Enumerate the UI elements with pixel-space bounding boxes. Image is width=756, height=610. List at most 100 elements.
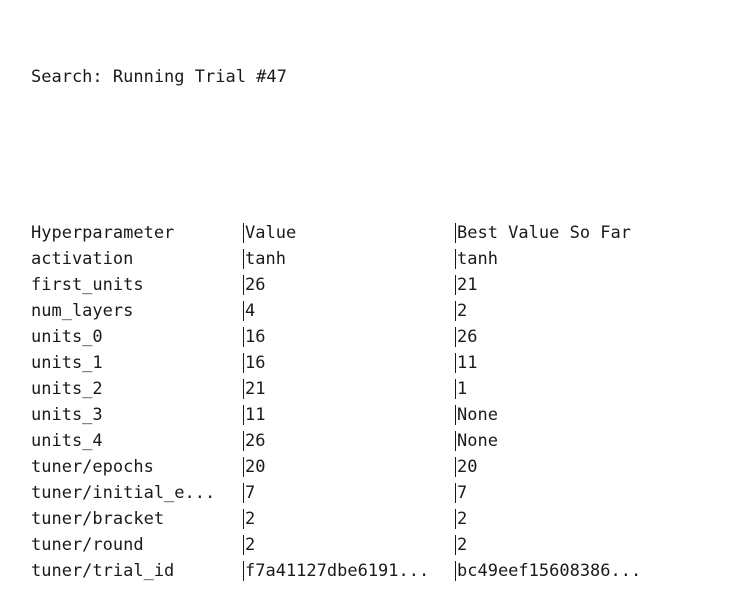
column-separator (243, 457, 244, 477)
column-separator (455, 535, 456, 555)
table-row: tuner/trial_id f7a41127dbe6191... bc49eef1… (31, 558, 695, 584)
search-status-text: Search: Running Trial #47 (31, 67, 287, 87)
best-value-cell: 11 (457, 353, 478, 373)
hyperparameter-cell: tuner/round (31, 535, 144, 555)
hyperparameter-cell-wrapper: tuner/round (31, 532, 243, 558)
column-separator (455, 457, 456, 477)
value-cell-wrapper: 16 (243, 350, 455, 376)
value-cell-wrapper: f7a41127dbe6191... (243, 558, 455, 584)
column-separator (243, 405, 244, 425)
best-value-cell-wrapper: bc49eef15608386... (455, 558, 695, 584)
hyperparameter-cell-wrapper: first_units (31, 272, 243, 298)
hyperparameter-cell-wrapper: activation (31, 246, 243, 272)
best-value-cell-wrapper: tanh (455, 246, 695, 272)
best-value-cell-wrapper: None (455, 428, 695, 454)
value-cell-wrapper: 20 (243, 454, 455, 480)
hyperparameter-cell: tuner/bracket (31, 509, 165, 529)
best-value-cell-wrapper: None (455, 402, 695, 428)
value-cell: 26 (245, 275, 266, 295)
table-row: tuner/epochs 20 20 (31, 454, 695, 480)
hyperparameter-cell: Hyperparameter (31, 223, 175, 243)
column-separator (455, 561, 456, 581)
column-separator (243, 275, 244, 295)
best-value-cell: Best Value So Far (457, 223, 631, 243)
value-cell-wrapper: 21 (243, 376, 455, 402)
table-row: units_1 16 11 (31, 350, 695, 376)
column-separator (455, 405, 456, 425)
best-value-cell: None (457, 405, 498, 425)
search-status-line: Search: Running Trial #47 (31, 64, 695, 90)
hyperparameter-cell: units_2 (31, 379, 103, 399)
best-value-cell: 2 (457, 509, 468, 529)
column-separator (243, 379, 244, 399)
value-cell: 2 (245, 509, 256, 529)
blank-line (31, 142, 695, 168)
value-cell: 20 (245, 457, 266, 477)
best-value-cell: 2 (457, 301, 468, 321)
best-value-cell: bc49eef15608386... (457, 561, 642, 581)
hyperparameter-cell: units_0 (31, 327, 103, 347)
table-row: tuner/round 2 2 (31, 532, 695, 558)
hyperparameter-cell-wrapper: tuner/epochs (31, 454, 243, 480)
column-separator (243, 327, 244, 347)
hyperparameter-cell: tuner/trial_id (31, 561, 175, 581)
column-separator (455, 353, 456, 373)
value-cell-wrapper: Value (243, 220, 455, 246)
column-separator (455, 275, 456, 295)
column-separator (243, 561, 244, 581)
hyperparameter-cell-wrapper: units_0 (31, 324, 243, 350)
table-row: units_3 11 None (31, 402, 695, 428)
value-cell-wrapper: 11 (243, 402, 455, 428)
best-value-cell-wrapper: 21 (455, 272, 695, 298)
best-value-cell-wrapper: 11 (455, 350, 695, 376)
best-value-cell-wrapper: 20 (455, 454, 695, 480)
hyperparameter-cell: units_4 (31, 431, 103, 451)
value-cell: tanh (245, 249, 286, 269)
value-cell: Value (245, 223, 297, 243)
value-cell-wrapper: tanh (243, 246, 455, 272)
hyperparameter-cell: tuner/epochs (31, 457, 154, 477)
best-value-cell-wrapper: 2 (455, 298, 695, 324)
table-row: units_4 26 None (31, 428, 695, 454)
column-separator (455, 327, 456, 347)
best-value-cell: 26 (457, 327, 478, 347)
best-value-cell: 21 (457, 275, 478, 295)
value-cell-wrapper: 7 (243, 480, 455, 506)
column-separator (455, 223, 456, 243)
hyperparameter-cell: num_layers (31, 301, 134, 321)
table-row: num_layers 4 2 (31, 298, 695, 324)
table-row: tuner/initial_e... 7 7 (31, 480, 695, 506)
column-separator (243, 223, 244, 243)
hyperparameter-cell-wrapper: units_3 (31, 402, 243, 428)
hyperparameter-cell: tuner/initial_e... (31, 483, 216, 503)
tuner-output: Search: Running Trial #47 Hyperparameter… (31, 12, 695, 610)
hyperparameter-cell-wrapper: tuner/bracket (31, 506, 243, 532)
column-separator (455, 483, 456, 503)
column-separator (455, 249, 456, 269)
best-value-cell: 20 (457, 457, 478, 477)
hyperparameter-cell: units_1 (31, 353, 103, 373)
hyperparameter-cell-wrapper: num_layers (31, 298, 243, 324)
best-value-cell: tanh (457, 249, 498, 269)
column-separator (243, 509, 244, 529)
best-value-cell: 7 (457, 483, 468, 503)
hyperparameter-cell-wrapper: units_2 (31, 376, 243, 402)
value-cell: 26 (245, 431, 266, 451)
column-separator (455, 301, 456, 321)
table-header-row: Hyperparameter Value Best Value So Far (31, 220, 695, 246)
hyperparameter-cell-wrapper: tuner/initial_e... (31, 480, 243, 506)
column-separator (455, 509, 456, 529)
table-row: units_2 21 1 (31, 376, 695, 402)
hyperparameter-cell: first_units (31, 275, 144, 295)
value-cell: 21 (245, 379, 266, 399)
column-separator (243, 353, 244, 373)
table-row: tuner/bracket 2 2 (31, 506, 695, 532)
hyperparameter-cell-wrapper: Hyperparameter (31, 220, 243, 246)
value-cell: 2 (245, 535, 256, 555)
best-value-cell-wrapper: 26 (455, 324, 695, 350)
value-cell-wrapper: 16 (243, 324, 455, 350)
table-row: activation tanh tanh (31, 246, 695, 272)
column-separator (243, 535, 244, 555)
column-separator (455, 431, 456, 451)
value-cell: 16 (245, 327, 266, 347)
